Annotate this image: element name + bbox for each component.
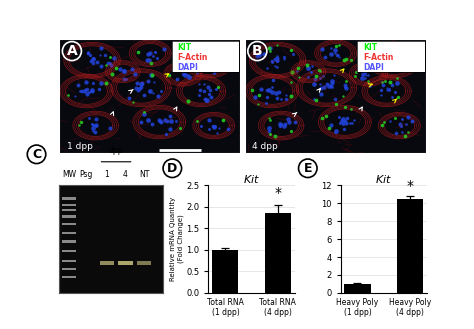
Bar	[63, 204, 76, 206]
Text: 1 dpp: 1 dpp	[66, 142, 92, 151]
Bar	[264, 213, 291, 293]
Text: E: E	[303, 162, 312, 175]
Bar	[63, 223, 76, 225]
Text: 1: 1	[104, 170, 109, 179]
Y-axis label: Relative mRNA Quantity
(Fold Change): Relative mRNA Quantity (Fold Change)	[170, 197, 183, 281]
Text: D: D	[167, 162, 177, 175]
Bar	[118, 261, 133, 265]
Bar	[63, 215, 76, 218]
Text: 4: 4	[123, 170, 128, 179]
Bar	[63, 268, 76, 270]
Bar	[63, 260, 76, 262]
Text: C: C	[32, 148, 41, 161]
Text: NT: NT	[139, 170, 149, 179]
Bar	[397, 199, 423, 293]
Bar	[345, 284, 371, 293]
Text: B: B	[252, 44, 263, 58]
Bar	[63, 276, 76, 278]
Text: *: *	[406, 179, 413, 193]
Bar	[137, 261, 151, 265]
Text: Psg: Psg	[80, 170, 93, 179]
Title: $\it{Kit}$: $\it{Kit}$	[243, 173, 260, 185]
Bar	[212, 250, 238, 293]
Bar	[63, 232, 76, 234]
Text: 4 dpp: 4 dpp	[252, 142, 278, 151]
Text: MW: MW	[63, 170, 77, 179]
Text: dpp: dpp	[109, 146, 123, 155]
Bar	[63, 240, 76, 242]
Title: $\it{Kit}$: $\it{Kit}$	[375, 173, 392, 185]
Text: A: A	[66, 44, 77, 58]
Text: *: *	[274, 187, 281, 200]
Bar	[63, 250, 76, 252]
Bar	[63, 209, 76, 212]
Bar	[100, 261, 114, 265]
Bar	[63, 197, 76, 200]
